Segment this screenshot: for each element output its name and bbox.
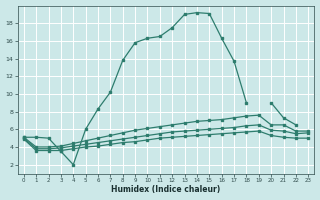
X-axis label: Humidex (Indice chaleur): Humidex (Indice chaleur) — [111, 185, 221, 194]
